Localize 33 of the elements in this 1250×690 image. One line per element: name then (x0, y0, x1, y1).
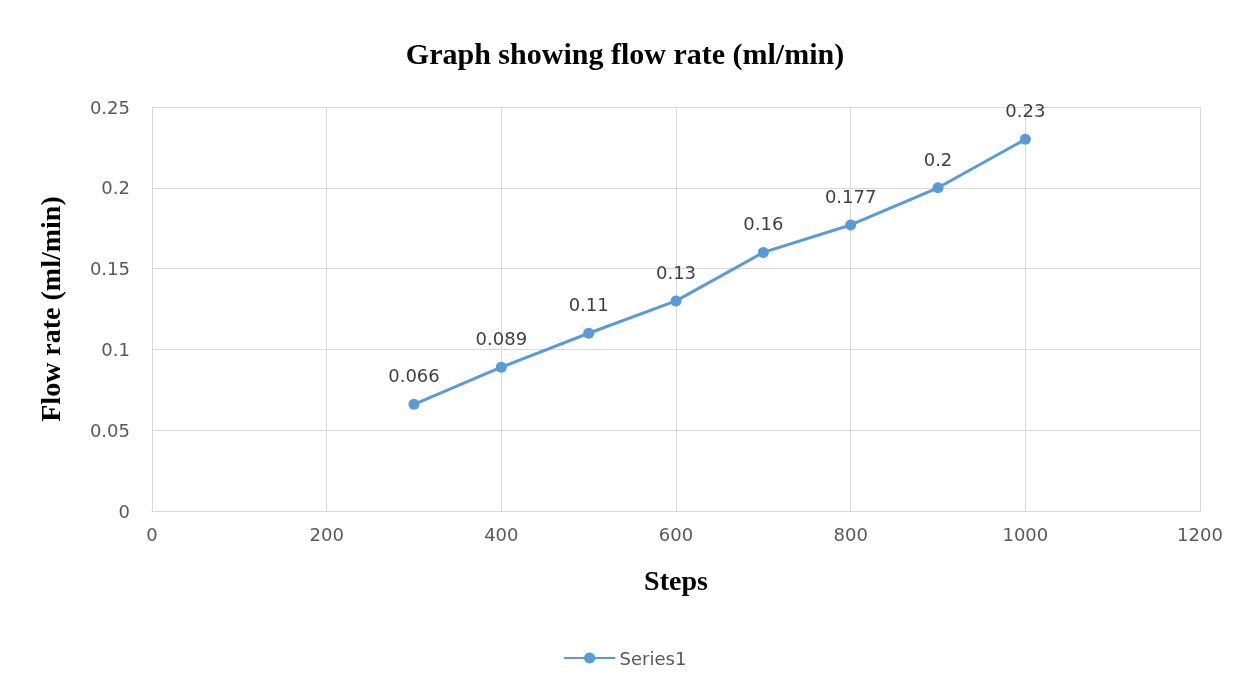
x-axis-title: Steps (644, 564, 708, 596)
point (583, 327, 595, 339)
data-label: 0.2 (923, 148, 953, 170)
data-label: 0.066 (388, 365, 440, 387)
point (932, 182, 944, 194)
chart-title: Graph showing flow rate (ml/min) (405, 36, 845, 71)
point (757, 246, 769, 258)
point (1019, 133, 1031, 145)
y-tick-label: 0.25 (89, 96, 130, 118)
x-tick-label: 800 (833, 523, 868, 545)
data-label: 0.23 (1005, 100, 1046, 122)
x-tick-label: 0 (146, 523, 158, 545)
data-label: 0.089 (475, 328, 528, 350)
legend-label: Series1 (619, 647, 687, 669)
x-tick-label: 400 (484, 523, 519, 545)
point (495, 361, 507, 373)
data-label: 0.177 (824, 185, 877, 207)
data-label: 0.13 (655, 261, 697, 283)
y-tick-label: 0.15 (89, 258, 130, 280)
y-tick-label: 0.1 (101, 338, 130, 360)
x-tick-label: 1000 (1002, 523, 1049, 545)
data-label: 0.16 (743, 213, 784, 235)
data-label: 0.11 (568, 294, 609, 316)
point (845, 219, 857, 231)
point (408, 398, 420, 410)
x-tick-label: 600 (658, 523, 694, 545)
y-axis-title: Flow rate (ml/min) (34, 196, 66, 422)
point (670, 295, 682, 307)
y-tick-label: 0 (118, 500, 130, 522)
y-tick-label: 0.2 (101, 177, 130, 199)
x-tick-label: 200 (309, 523, 344, 545)
x-tick-label: 1200 (1177, 523, 1223, 545)
y-tick-label: 0.05 (89, 419, 130, 441)
